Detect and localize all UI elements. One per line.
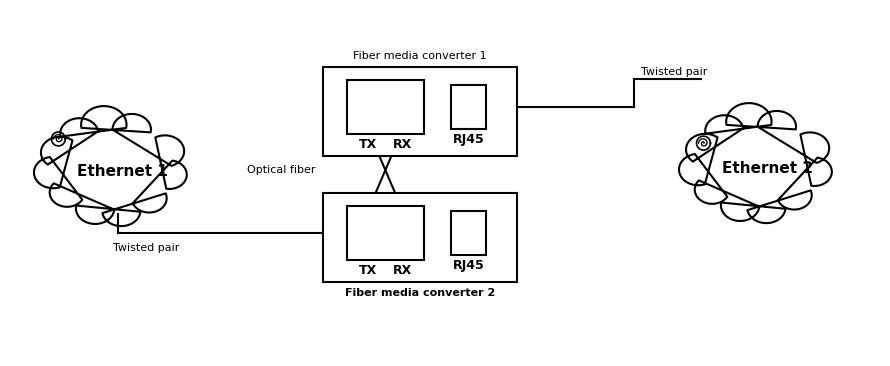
Text: Twisted pair: Twisted pair bbox=[642, 67, 708, 77]
Bar bbox=[346, 80, 424, 134]
Polygon shape bbox=[679, 103, 832, 223]
Bar bbox=[346, 206, 424, 260]
Bar bbox=[323, 193, 517, 282]
Text: TX: TX bbox=[360, 138, 377, 151]
Text: RX: RX bbox=[392, 138, 412, 151]
Text: RJ45: RJ45 bbox=[453, 259, 484, 272]
Bar bbox=[451, 85, 486, 130]
Text: Twisted pair: Twisted pair bbox=[112, 243, 179, 253]
Text: TX: TX bbox=[360, 264, 377, 277]
Bar bbox=[451, 211, 486, 255]
Text: Fiber media converter 1: Fiber media converter 1 bbox=[353, 51, 487, 61]
Polygon shape bbox=[34, 106, 187, 226]
Text: Optical fiber: Optical fiber bbox=[247, 165, 315, 175]
Bar bbox=[323, 67, 517, 156]
Text: Ethernet 2: Ethernet 2 bbox=[722, 161, 813, 176]
Text: Ethernet 1: Ethernet 1 bbox=[77, 164, 168, 179]
Text: Fiber media converter 2: Fiber media converter 2 bbox=[345, 288, 496, 298]
Text: RX: RX bbox=[392, 264, 412, 277]
Text: RJ45: RJ45 bbox=[453, 133, 484, 146]
